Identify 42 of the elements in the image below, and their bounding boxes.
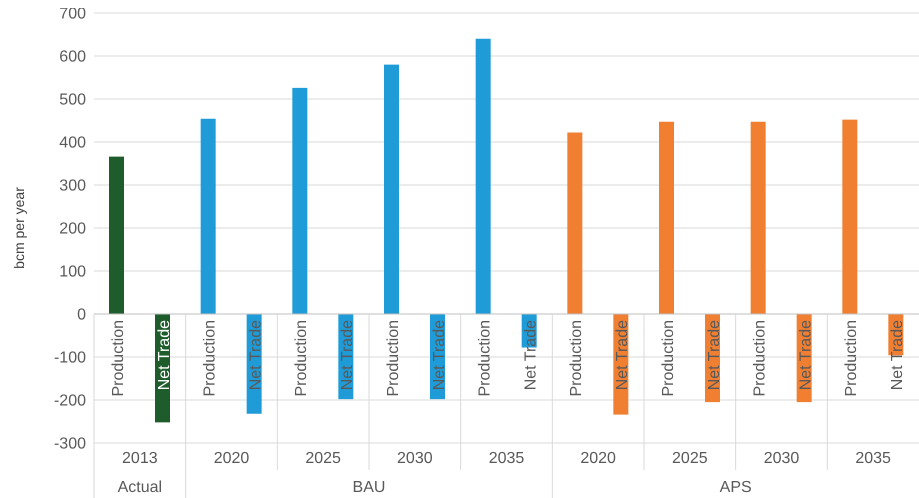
text: Net Trade xyxy=(339,320,356,390)
text: Net Trade xyxy=(248,320,264,390)
text: APS xyxy=(720,479,752,496)
bar xyxy=(109,156,124,314)
text: Production xyxy=(110,320,127,396)
text: Net Trade xyxy=(798,320,814,390)
x-tick-label: 2025 xyxy=(305,450,342,467)
x-tick-label: 2035 xyxy=(855,450,892,467)
y-tick-label: -200 xyxy=(54,392,86,410)
text: Production xyxy=(384,320,402,396)
x-tick-label: 2013 xyxy=(122,450,158,467)
x-tick-label: 2020 xyxy=(214,450,250,467)
text: Net Trade xyxy=(706,320,723,390)
y-tick-label: -300 xyxy=(54,436,86,453)
y-tick-label: 100 xyxy=(59,264,86,281)
text: Production xyxy=(476,320,494,396)
y-tick-label: 200 xyxy=(59,220,86,238)
text: Production xyxy=(568,320,586,396)
y-tick-label: 300 xyxy=(59,178,86,195)
text: Actual xyxy=(118,479,162,496)
text: Net Trade xyxy=(614,320,632,390)
text: Production xyxy=(202,320,218,396)
text: Net Trade xyxy=(522,320,540,390)
text: BAU xyxy=(352,479,386,496)
y-tick-label: 600 xyxy=(59,48,86,66)
y-tick-label: 0 xyxy=(77,306,86,324)
series-label: Net Trade xyxy=(889,320,906,390)
x-tick-label: 2025 xyxy=(672,450,708,467)
x-tick-label: 2035 xyxy=(488,450,524,467)
y-tick-label: 400 xyxy=(59,134,86,152)
x-tick-label: 2030 xyxy=(764,450,800,467)
text: Production xyxy=(752,320,768,396)
x-tick-label: 2020 xyxy=(580,450,616,467)
text: Net Trade xyxy=(430,320,448,390)
x-tick-label: 2030 xyxy=(397,450,433,467)
text: Net Trade xyxy=(156,320,173,390)
text: Production xyxy=(293,320,310,396)
y-tick-label: -100 xyxy=(54,350,86,367)
text: Production xyxy=(660,320,677,396)
text: Production xyxy=(843,320,860,396)
y-tick-label: 500 xyxy=(59,92,86,109)
y-axis-title: bcm per year xyxy=(11,186,27,269)
